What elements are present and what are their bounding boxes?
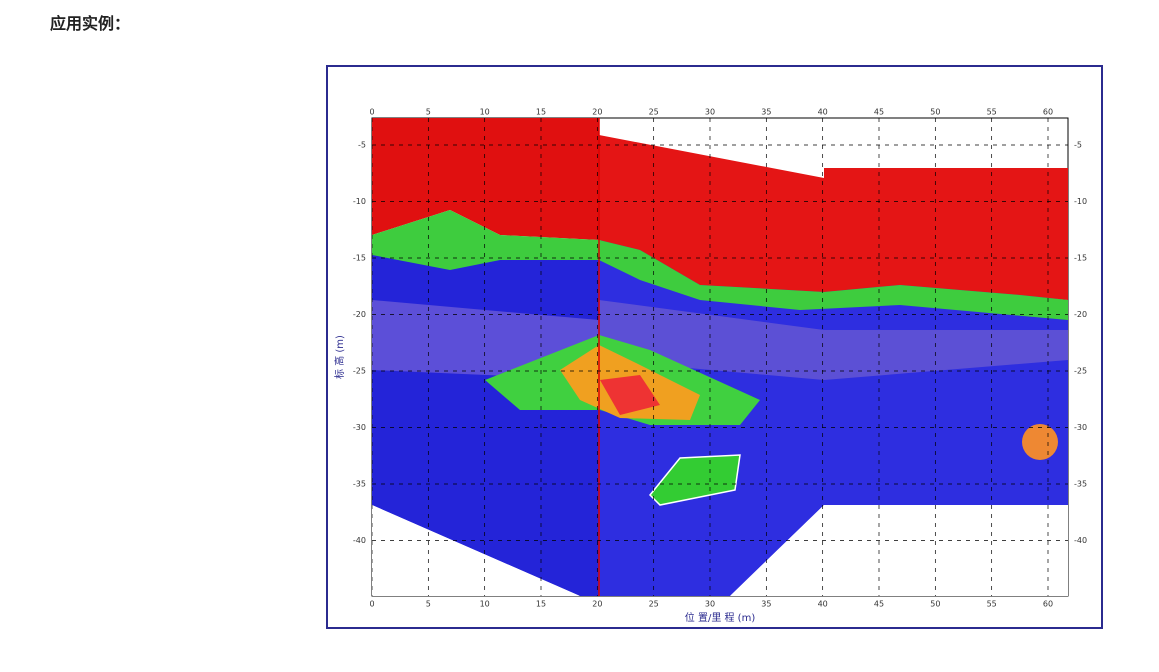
y-tick-label: -40 [1074, 536, 1087, 545]
y-tick-label: -20 [1074, 310, 1087, 319]
x-tick-label: 10 [480, 108, 490, 117]
red-zone [372, 118, 599, 240]
x-tick-label: 0 [369, 108, 374, 117]
grid: 0055101015152020252530303535404045455050… [353, 108, 1087, 609]
x-tick-label: 55 [987, 108, 997, 117]
tomogram [371, 117, 1069, 597]
green-zone [372, 210, 1068, 320]
x-tick-label: 20 [592, 600, 602, 609]
x-tick-label: 30 [705, 600, 715, 609]
y-tick-label: -35 [1074, 480, 1087, 489]
x-tick-label: 35 [761, 600, 771, 609]
x-tick-label: 55 [987, 600, 997, 609]
x-tick-label: 60 [1043, 108, 1053, 117]
anomaly [1022, 424, 1058, 460]
x-tick-label: 20 [592, 108, 602, 117]
y-tick-label: -30 [1074, 423, 1087, 432]
anomaly [648, 454, 741, 506]
x-tick-label: 5 [426, 600, 431, 609]
x-tick-label: 40 [818, 108, 828, 117]
x-tick-label: 25 [649, 600, 659, 609]
no-data [730, 505, 1068, 596]
anomaly [600, 375, 660, 415]
x-tick-label: 35 [761, 108, 771, 117]
x-tick-label: 25 [649, 108, 659, 117]
red-zone [599, 135, 1068, 300]
x-tick-label: 15 [536, 108, 546, 117]
y-tick-label: -5 [1074, 141, 1082, 150]
x-tick-label: 0 [369, 600, 374, 609]
x-axis-label: 位 置/里 程 (m) [685, 611, 756, 624]
y-tick-label: -25 [353, 367, 366, 376]
y-tick-label: -35 [353, 480, 366, 489]
y-tick-label: -25 [1074, 367, 1087, 376]
y-axis-label: 标 高 (m) [333, 335, 346, 379]
violet-zone [599, 300, 1068, 380]
y-tick-label: -10 [353, 197, 366, 206]
y-tick-label: -40 [353, 536, 366, 545]
x-tick-label: 15 [536, 600, 546, 609]
x-tick-label: 5 [426, 108, 431, 117]
y-tick-label: -20 [353, 310, 366, 319]
x-tick-label: 40 [818, 600, 828, 609]
x-tick-label: 50 [930, 108, 940, 117]
x-tick-label: 45 [874, 108, 884, 117]
x-tick-label: 10 [480, 600, 490, 609]
y-tick-label: -30 [353, 423, 366, 432]
y-tick-label: -15 [1074, 254, 1087, 263]
y-tick-label: -5 [358, 141, 366, 150]
no-data [372, 505, 580, 596]
y-tick-label: -15 [353, 254, 366, 263]
x-tick-label: 60 [1043, 600, 1053, 609]
y-tick-label: -10 [1074, 197, 1087, 206]
heading: 应用实例： [50, 14, 131, 33]
x-tick-label: 30 [705, 108, 715, 117]
x-tick-label: 50 [930, 600, 940, 609]
x-tick-label: 45 [874, 600, 884, 609]
